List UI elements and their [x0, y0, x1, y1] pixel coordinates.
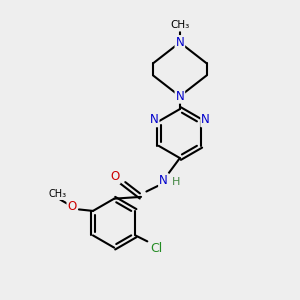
- Text: N: N: [201, 113, 210, 126]
- Text: H: H: [172, 177, 180, 187]
- Text: CH₃: CH₃: [170, 20, 190, 31]
- Text: O: O: [110, 170, 120, 183]
- Text: N: N: [150, 113, 159, 126]
- Text: CH₃: CH₃: [48, 189, 66, 199]
- Text: N: N: [159, 174, 168, 187]
- Text: Cl: Cl: [150, 242, 162, 255]
- Text: N: N: [176, 36, 184, 49]
- Text: N: N: [176, 90, 184, 103]
- Text: O: O: [68, 200, 77, 213]
